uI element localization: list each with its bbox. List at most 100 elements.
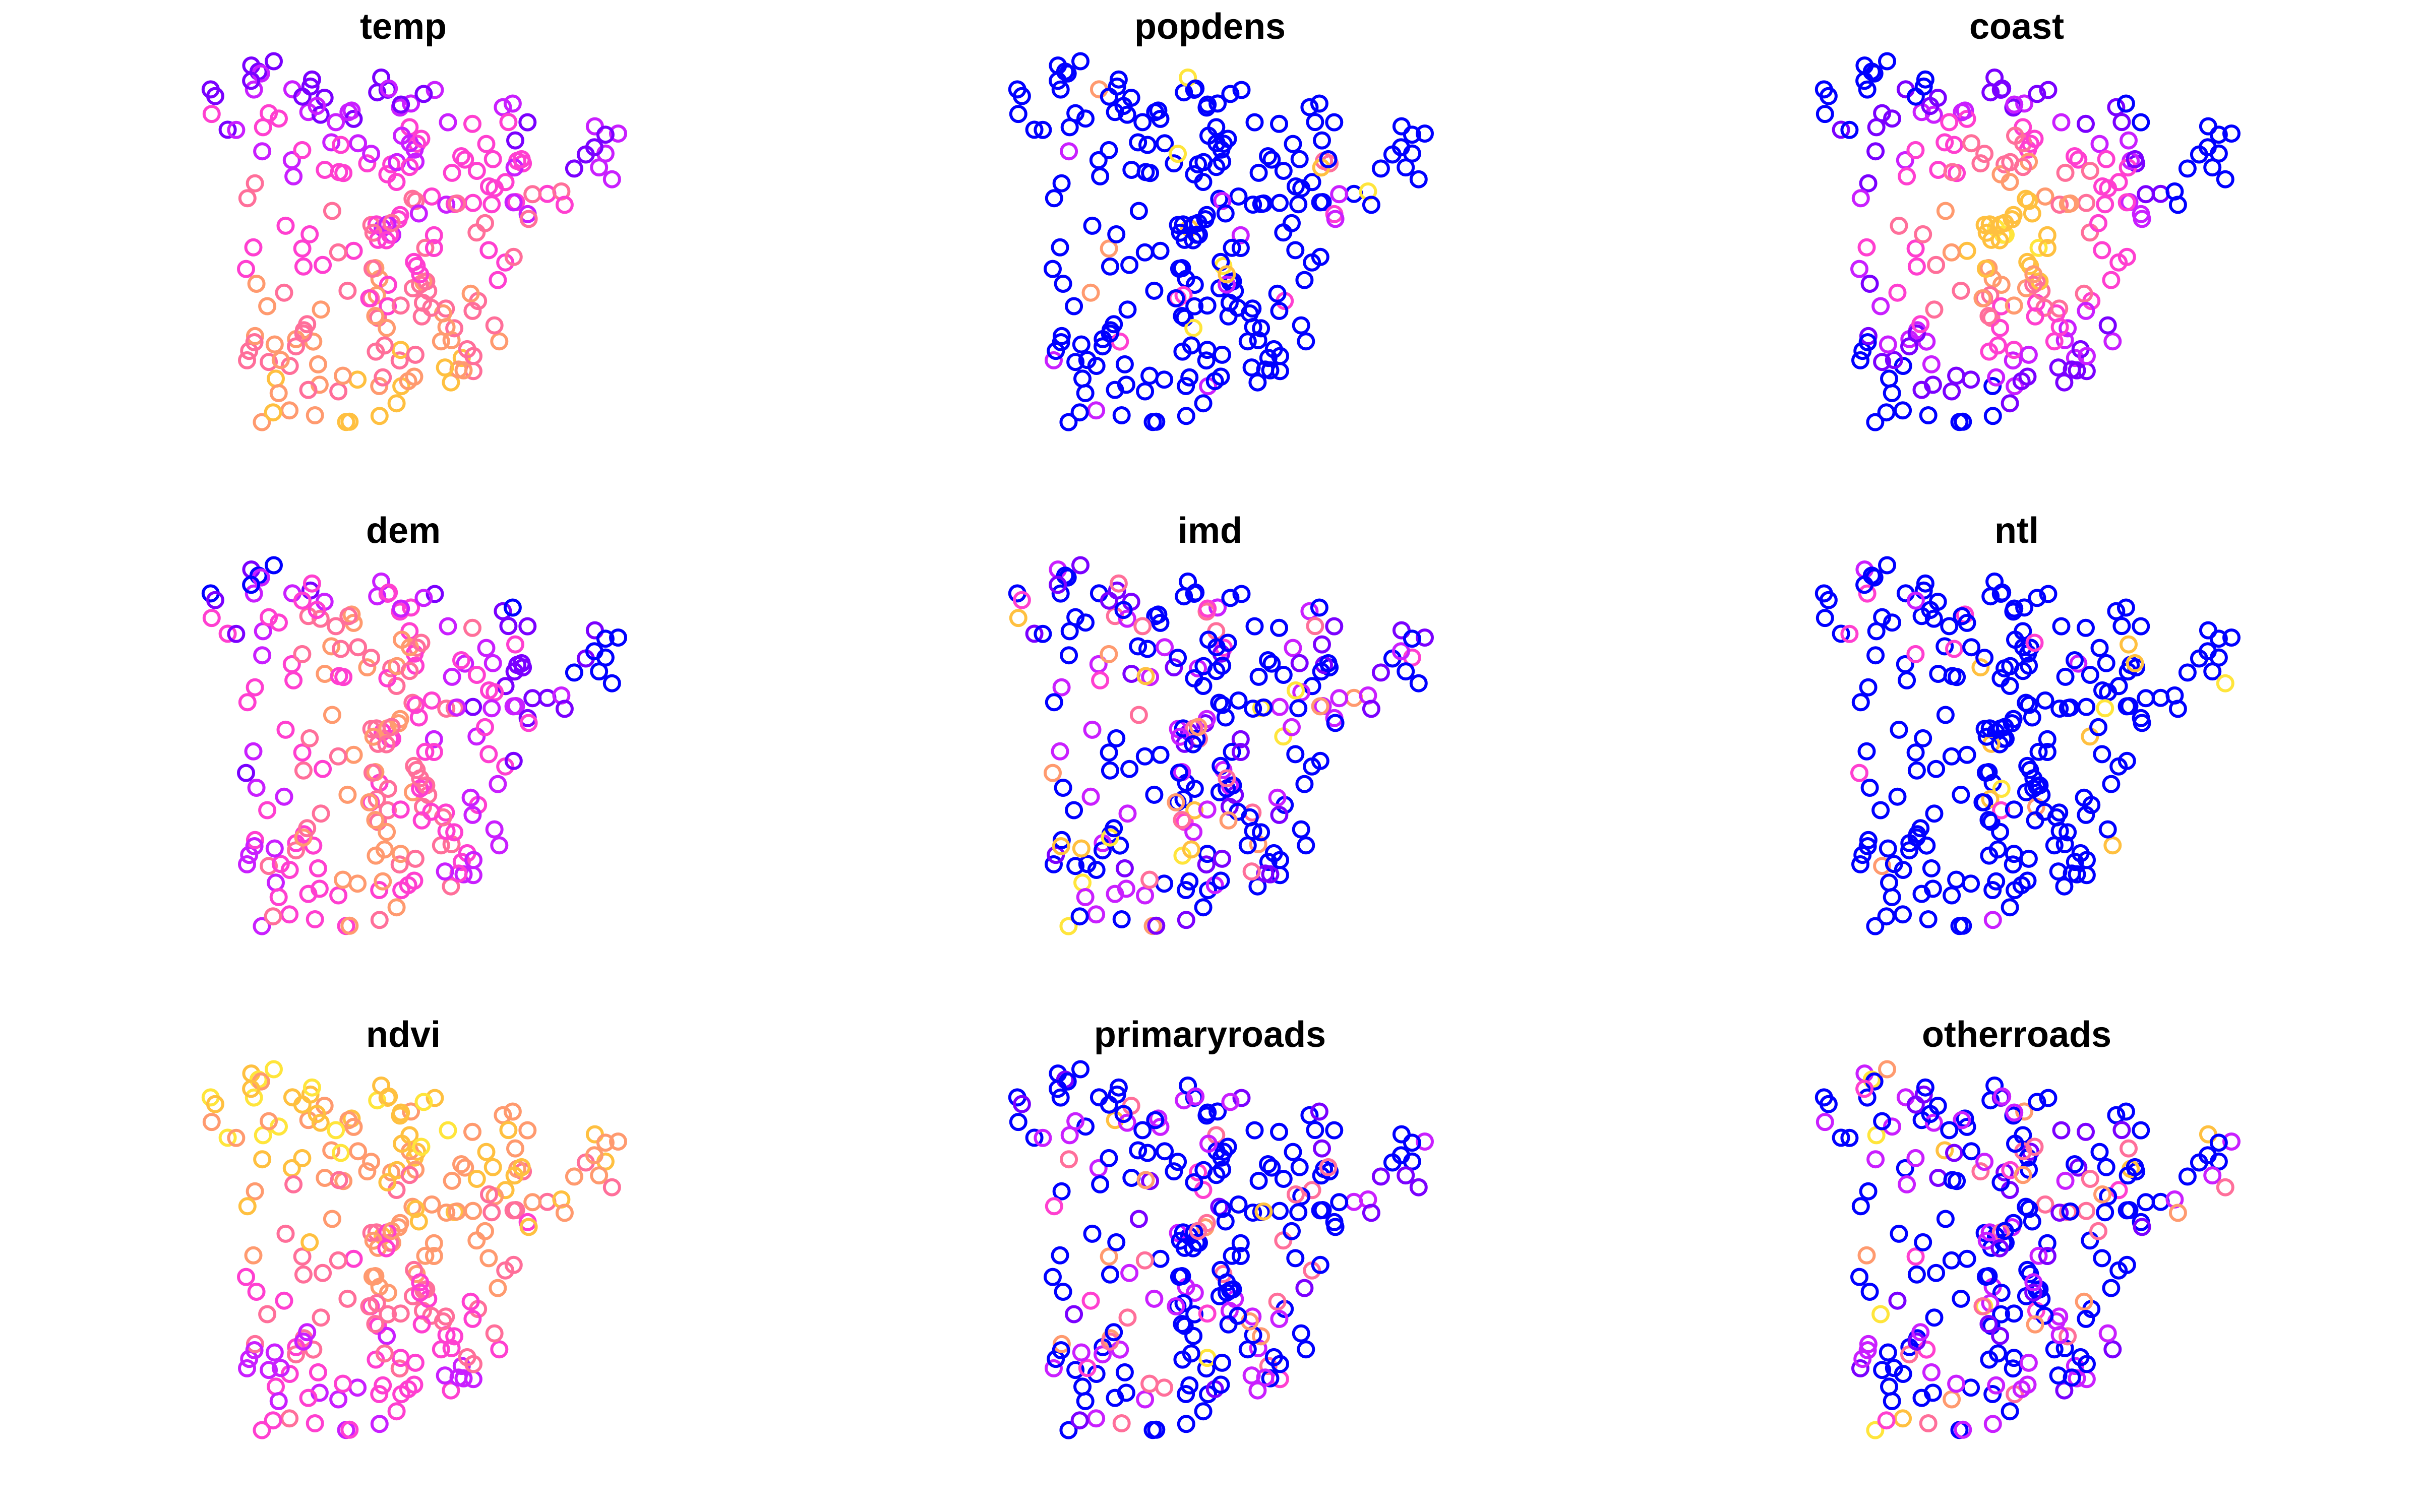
station-point bbox=[1165, 154, 1183, 173]
station-point bbox=[260, 353, 278, 371]
station-point bbox=[1072, 335, 1091, 354]
station-point bbox=[1912, 885, 1931, 903]
station-point bbox=[1274, 727, 1293, 746]
station-point bbox=[409, 204, 428, 223]
station-point bbox=[1927, 760, 1946, 778]
station-point bbox=[1921, 601, 1940, 619]
station-point bbox=[293, 645, 312, 663]
station-point bbox=[445, 1327, 464, 1346]
station-point bbox=[2178, 159, 2197, 178]
station-point bbox=[1270, 114, 1288, 133]
station-point bbox=[1270, 698, 1289, 716]
station-point bbox=[391, 1349, 410, 1367]
station-point bbox=[1078, 351, 1097, 369]
station-point bbox=[585, 642, 603, 661]
station-point bbox=[390, 1359, 409, 1378]
station-point bbox=[1859, 831, 1878, 849]
station-point bbox=[391, 341, 410, 359]
station-point bbox=[238, 693, 257, 712]
station-point bbox=[2061, 698, 2080, 717]
station-point bbox=[1216, 708, 1235, 727]
station-point bbox=[253, 142, 272, 161]
station-point bbox=[2132, 617, 2150, 636]
station-point bbox=[1879, 335, 1897, 354]
station-point bbox=[1194, 898, 1213, 917]
station-point bbox=[1274, 1170, 1293, 1188]
station-point bbox=[1270, 194, 1289, 212]
station-point bbox=[1940, 113, 1959, 132]
station-point bbox=[416, 1246, 435, 1265]
station-point bbox=[1319, 654, 1338, 672]
station-point bbox=[265, 335, 284, 354]
station-point bbox=[1009, 105, 1027, 123]
station-point bbox=[390, 855, 409, 874]
station-point bbox=[1129, 133, 1147, 152]
station-point bbox=[1983, 881, 2002, 899]
station-point bbox=[565, 663, 583, 682]
station-point bbox=[1819, 1095, 1838, 1113]
station-point bbox=[1100, 141, 1118, 159]
station-point bbox=[1883, 613, 1901, 632]
station-point bbox=[2005, 1103, 2024, 1122]
station-point bbox=[1987, 368, 2006, 387]
station-point bbox=[1118, 300, 1137, 319]
station-point bbox=[590, 158, 609, 177]
station-point bbox=[485, 316, 504, 335]
station-point bbox=[464, 851, 482, 869]
station-point bbox=[1156, 1142, 1174, 1161]
station-point bbox=[402, 1102, 420, 1121]
station-point bbox=[1107, 225, 1126, 243]
station-point bbox=[1995, 718, 2014, 736]
station-point bbox=[425, 239, 443, 257]
station-point bbox=[400, 1166, 419, 1184]
station-point bbox=[1297, 332, 1315, 351]
station-point bbox=[298, 1323, 317, 1342]
station-point bbox=[2077, 114, 2095, 133]
station-point bbox=[1054, 779, 1072, 797]
station-point bbox=[1992, 276, 2011, 294]
station-point bbox=[1078, 1359, 1097, 1377]
station-point bbox=[1254, 698, 1273, 717]
station-point bbox=[276, 1224, 295, 1243]
station-point bbox=[479, 745, 498, 764]
station-point bbox=[1878, 1060, 1896, 1079]
station-point bbox=[519, 210, 538, 228]
station-point bbox=[2093, 745, 2111, 764]
station-point bbox=[1170, 260, 1188, 278]
station-point bbox=[1065, 801, 1083, 820]
station-point bbox=[1052, 831, 1071, 849]
station-point bbox=[1146, 607, 1165, 625]
station-point bbox=[304, 332, 323, 351]
station-point bbox=[467, 1170, 486, 1188]
station-point bbox=[2090, 135, 2109, 153]
station-point bbox=[443, 163, 461, 182]
station-point bbox=[382, 214, 401, 232]
station-point bbox=[477, 639, 496, 657]
map-panel-popdens: popdens bbox=[807, 0, 1613, 504]
station-point bbox=[2028, 85, 2046, 103]
station-point bbox=[2198, 642, 2217, 661]
station-point bbox=[1979, 307, 1998, 325]
station-point bbox=[370, 377, 389, 395]
station-point bbox=[1409, 170, 1428, 188]
station-point bbox=[448, 1202, 466, 1221]
station-point bbox=[439, 1121, 457, 1140]
station-point bbox=[2006, 1135, 2024, 1153]
station-point bbox=[1091, 167, 1110, 185]
station-point bbox=[2133, 714, 2151, 732]
station-point bbox=[1170, 1268, 1188, 1286]
station-point bbox=[246, 678, 264, 697]
station-point bbox=[316, 161, 334, 179]
station-point bbox=[247, 779, 266, 797]
station-point bbox=[1945, 136, 1963, 154]
station-point bbox=[1100, 743, 1118, 762]
station-point bbox=[1207, 662, 1226, 680]
station-point bbox=[1101, 828, 1119, 847]
station-point bbox=[512, 1158, 531, 1176]
station-point bbox=[348, 874, 367, 893]
station-point bbox=[1072, 839, 1091, 858]
station-point bbox=[275, 283, 293, 302]
station-point bbox=[1218, 275, 1236, 294]
station-point bbox=[206, 87, 224, 105]
station-point bbox=[1045, 855, 1063, 873]
